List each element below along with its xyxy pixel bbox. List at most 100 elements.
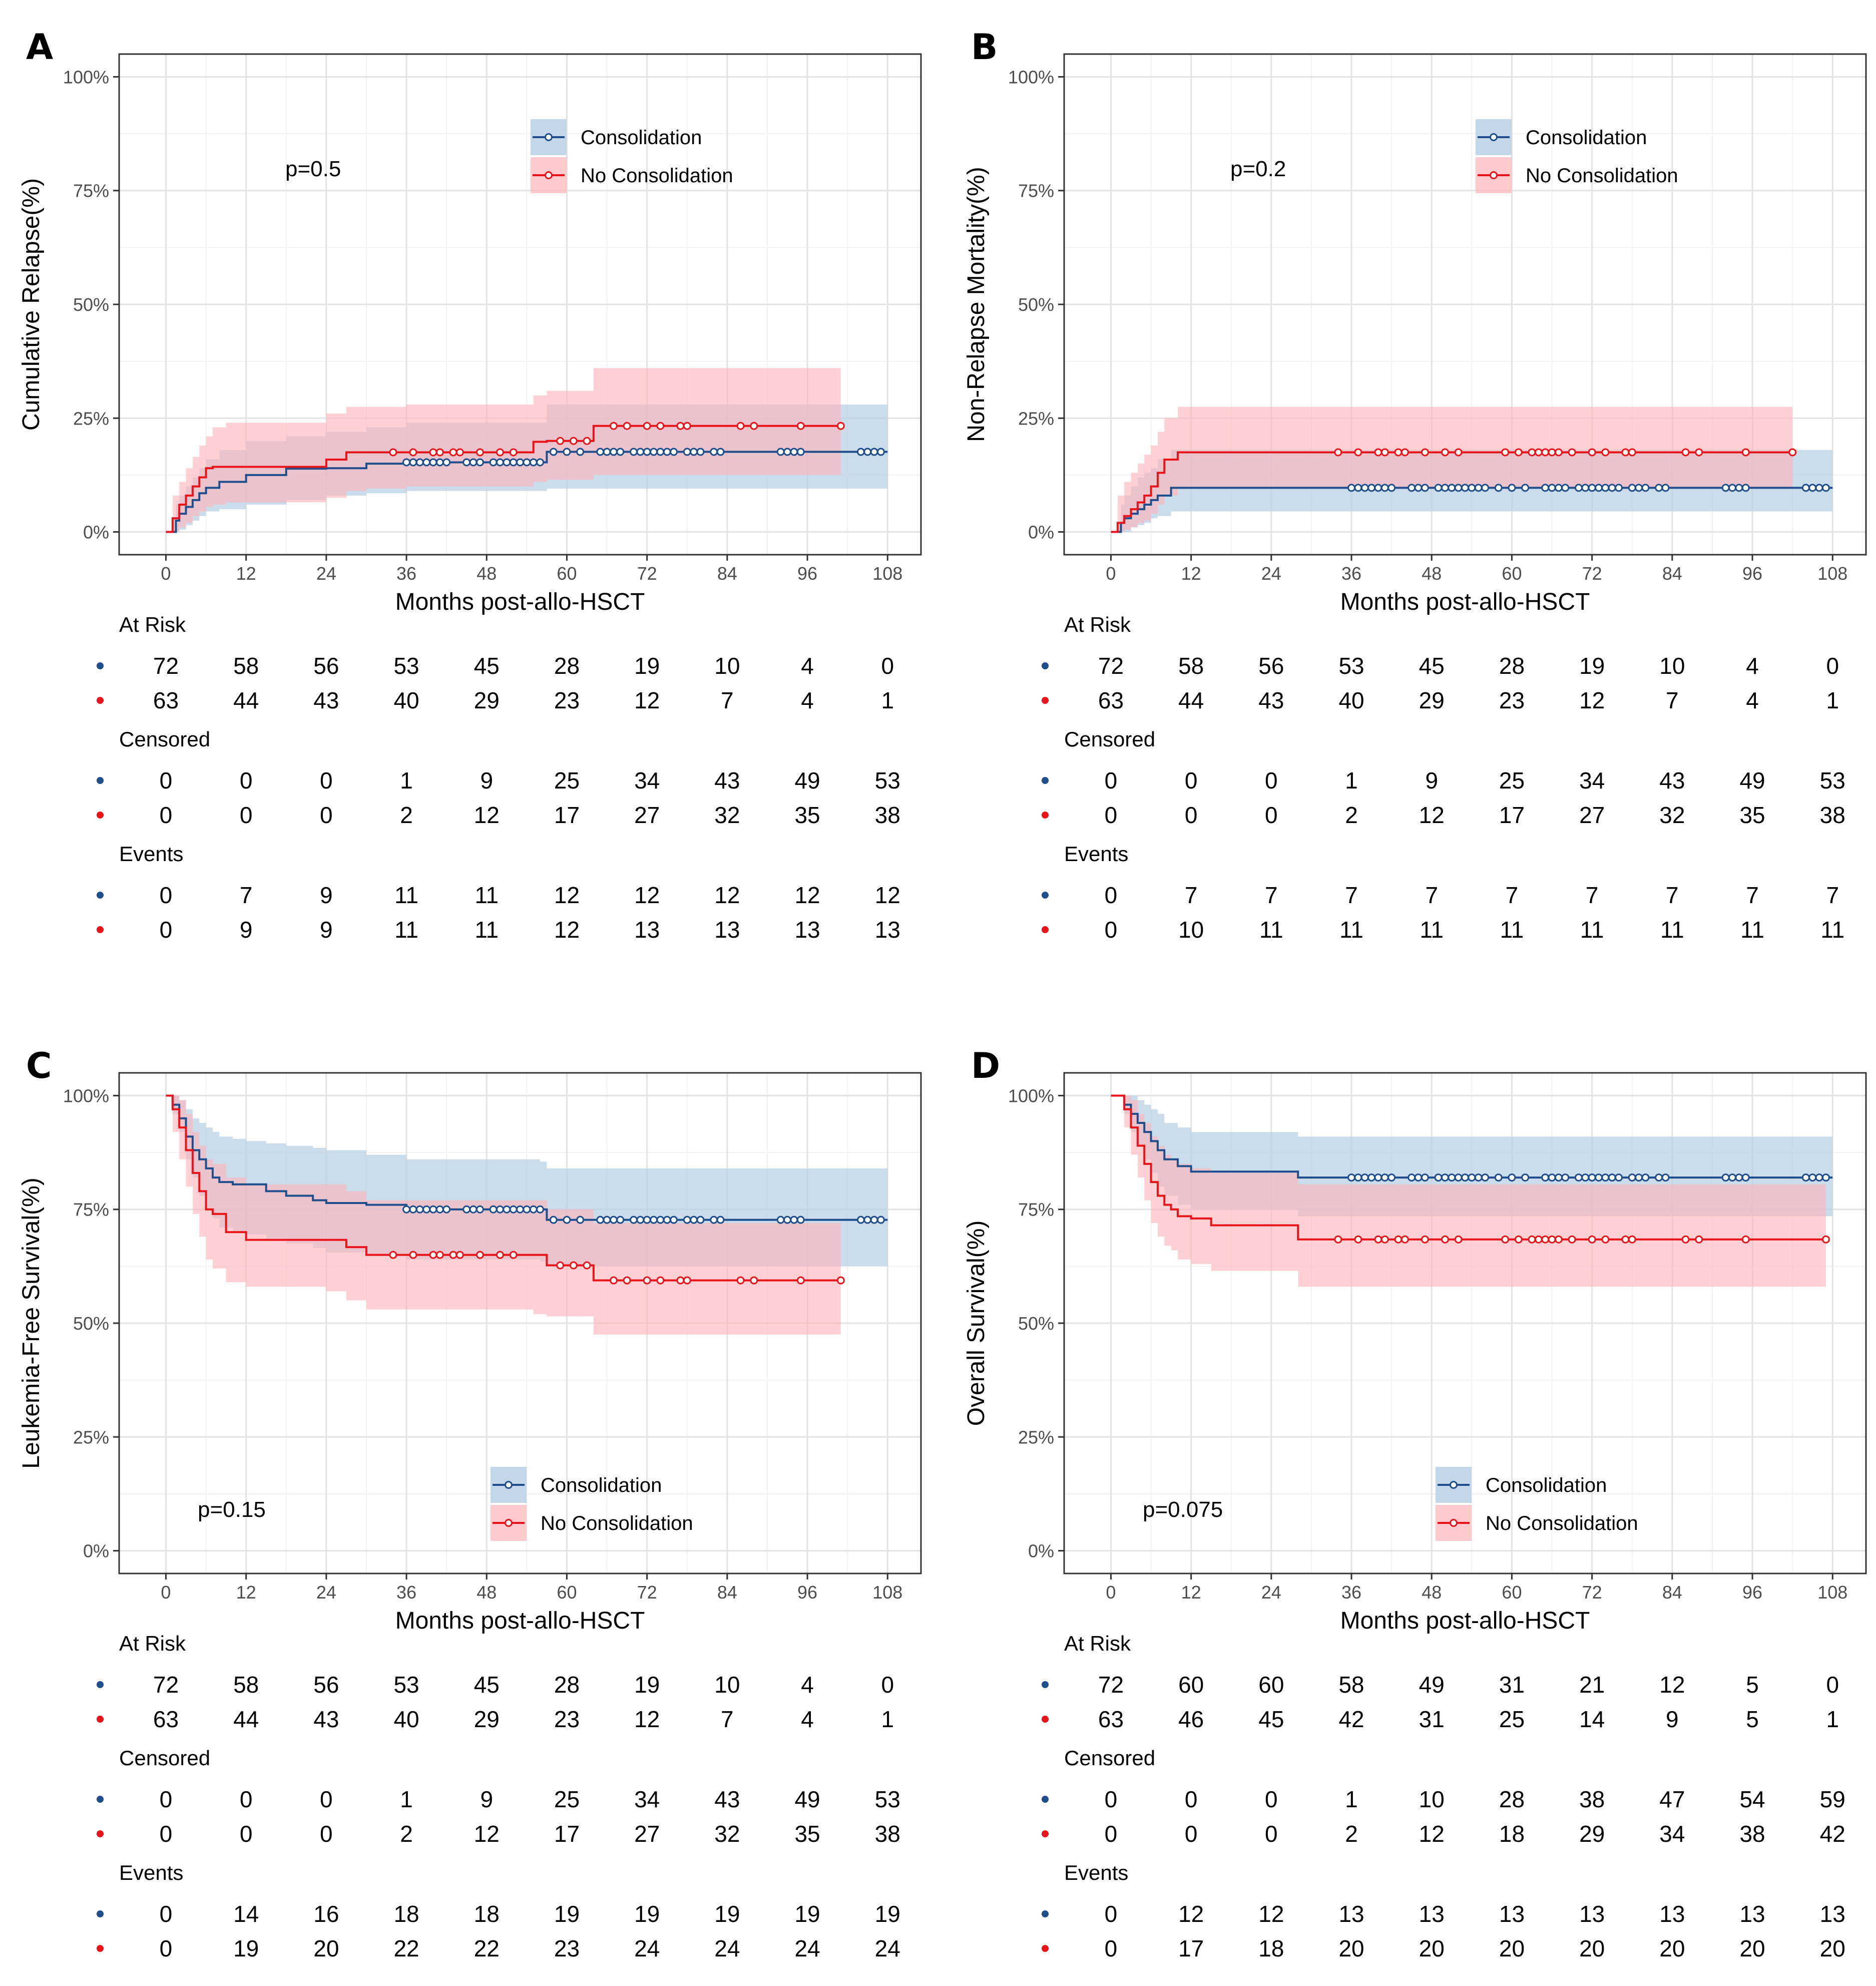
risk-table-censored: Censored 0 0 0 1 9 25 34 43 49 53 0 0 0 2 12 17 27 32 35 38 bbox=[1042, 727, 1845, 828]
table-cell: 49 bbox=[794, 1786, 820, 1812]
no-consolidation-censor-mark bbox=[609, 1276, 618, 1285]
table-section-title: Events bbox=[119, 842, 183, 866]
table-cell: 53 bbox=[393, 1672, 419, 1698]
consolidation-censor-mark bbox=[1454, 1173, 1463, 1182]
consolidation-censor-mark bbox=[409, 458, 417, 467]
table-cell: 9 bbox=[480, 1786, 493, 1812]
table-cell: 17 bbox=[554, 802, 580, 828]
legend-item-consolidation: Consolidation bbox=[1476, 119, 1647, 155]
table-cell: 38 bbox=[1579, 1786, 1605, 1812]
y-tick-label: 0% bbox=[83, 522, 109, 543]
consolidation-censor-mark bbox=[856, 448, 865, 456]
consolidation-row-dot bbox=[1042, 662, 1049, 669]
table-cell: 0 bbox=[240, 1786, 253, 1812]
no-consolidation-curve bbox=[166, 1094, 841, 1282]
legend-key-point bbox=[545, 171, 553, 179]
x-tick-label: 0 bbox=[1106, 563, 1116, 584]
consolidation-censor-mark bbox=[863, 1216, 872, 1224]
table-cell: 13 bbox=[1499, 1901, 1525, 1927]
table-cell: 0 bbox=[160, 767, 173, 793]
consolidation-censor-mark bbox=[609, 448, 618, 456]
table-cell: 58 bbox=[1178, 653, 1204, 679]
consolidation-censor-mark bbox=[1815, 1173, 1823, 1182]
consolidation-censor-mark bbox=[1548, 1173, 1556, 1182]
x-tick-label: 48 bbox=[1422, 1582, 1442, 1603]
consolidation-censor-mark bbox=[442, 1205, 451, 1214]
consolidation-censor-mark bbox=[1628, 484, 1636, 492]
consolidation-censor-mark bbox=[496, 1205, 504, 1214]
no-consolidation-censor-mark bbox=[449, 448, 457, 457]
table-cell: 0 bbox=[1185, 1821, 1198, 1847]
consolidation-censor-mark bbox=[503, 1205, 511, 1214]
table-cell: 20 bbox=[1499, 1935, 1525, 1961]
table-cell: 10 bbox=[1419, 1786, 1445, 1812]
consolidation-censor-mark bbox=[1595, 484, 1603, 492]
table-cell: 42 bbox=[1820, 1821, 1845, 1847]
table-cell: 13 bbox=[794, 917, 820, 943]
table-cell: 60 bbox=[1258, 1672, 1284, 1698]
table-cell: 9 bbox=[320, 882, 333, 908]
no-consolidation-censor-mark bbox=[796, 1276, 805, 1285]
table-cell: 19 bbox=[634, 1901, 660, 1927]
table-cell: 5 bbox=[1746, 1672, 1759, 1698]
consolidation-censor-mark bbox=[489, 1205, 498, 1214]
no-consolidation-censor-mark bbox=[435, 448, 444, 457]
p-value: p=0.2 bbox=[1230, 157, 1286, 181]
table-cell: 18 bbox=[1258, 1935, 1284, 1961]
table-cell: 19 bbox=[794, 1901, 820, 1927]
y-tick-label: 100% bbox=[63, 67, 109, 87]
table-section-title: At Risk bbox=[1064, 1632, 1131, 1655]
table-cell: 29 bbox=[474, 1706, 500, 1732]
legend-label: No Consolidation bbox=[1526, 165, 1678, 187]
table-cell: 32 bbox=[714, 1821, 740, 1847]
x-axis-title: Months post-allo-HSCT bbox=[395, 589, 645, 615]
table-cell: 13 bbox=[1659, 1901, 1685, 1927]
legend-key-point bbox=[1450, 1519, 1458, 1527]
consolidation-censor-mark bbox=[710, 448, 718, 456]
table-cell: 56 bbox=[313, 1672, 339, 1698]
no-consolidation-censor-mark bbox=[476, 1251, 484, 1259]
consolidation-censor-mark bbox=[636, 448, 645, 456]
table-cell: 13 bbox=[1419, 1901, 1445, 1927]
legend-key-point bbox=[545, 133, 553, 141]
table-cell: 0 bbox=[1826, 653, 1839, 679]
table-cell: 0 bbox=[1265, 767, 1278, 793]
x-tick-label: 72 bbox=[1582, 563, 1602, 584]
table-cell: 0 bbox=[881, 1672, 894, 1698]
table-section-title: Censored bbox=[1064, 1746, 1155, 1770]
table-cell: 43 bbox=[313, 687, 339, 713]
table-cell: 31 bbox=[1419, 1706, 1445, 1732]
table-cell: 25 bbox=[1499, 767, 1525, 793]
consolidation-censor-mark bbox=[509, 458, 518, 467]
consolidation-censor-mark bbox=[629, 1216, 638, 1224]
table-cell: 11 bbox=[1500, 917, 1524, 943]
consolidation-censor-mark bbox=[870, 1216, 878, 1224]
table-cell: 18 bbox=[474, 1901, 500, 1927]
consolidation-censor-mark bbox=[663, 1216, 671, 1224]
table-cell: 20 bbox=[1579, 1935, 1605, 1961]
x-tick-label: 36 bbox=[1341, 1582, 1361, 1603]
no-consolidation-row-dot bbox=[97, 1945, 104, 1952]
no-consolidation-censor-mark bbox=[1400, 448, 1409, 457]
consolidation-censor-mark bbox=[1581, 1173, 1590, 1182]
consolidation-censor-mark bbox=[683, 1216, 691, 1224]
table-cell: 34 bbox=[634, 767, 660, 793]
table-cell: 7 bbox=[1826, 882, 1839, 908]
consolidation-censor-mark bbox=[1615, 484, 1623, 492]
x-tick-label: 72 bbox=[637, 563, 657, 584]
table-section-title: At Risk bbox=[119, 613, 186, 636]
table-cell: 38 bbox=[1820, 802, 1845, 828]
consolidation-censor-mark bbox=[496, 458, 504, 467]
consolidation-censor-mark bbox=[1641, 484, 1650, 492]
table-cell: 12 bbox=[1579, 687, 1605, 713]
table-cell: 0 bbox=[240, 767, 253, 793]
no-consolidation-censor-mark bbox=[1568, 1235, 1576, 1244]
x-axis-title: Months post-allo-HSCT bbox=[1340, 1608, 1590, 1634]
consolidation-censor-mark bbox=[1661, 484, 1670, 492]
consolidation-row-dot bbox=[97, 662, 104, 669]
consolidation-censor-mark bbox=[1808, 484, 1817, 492]
no-consolidation-censor-mark bbox=[1421, 448, 1429, 457]
consolidation-censor-mark bbox=[1408, 1173, 1416, 1182]
consolidation-censor-mark bbox=[1721, 1173, 1730, 1182]
